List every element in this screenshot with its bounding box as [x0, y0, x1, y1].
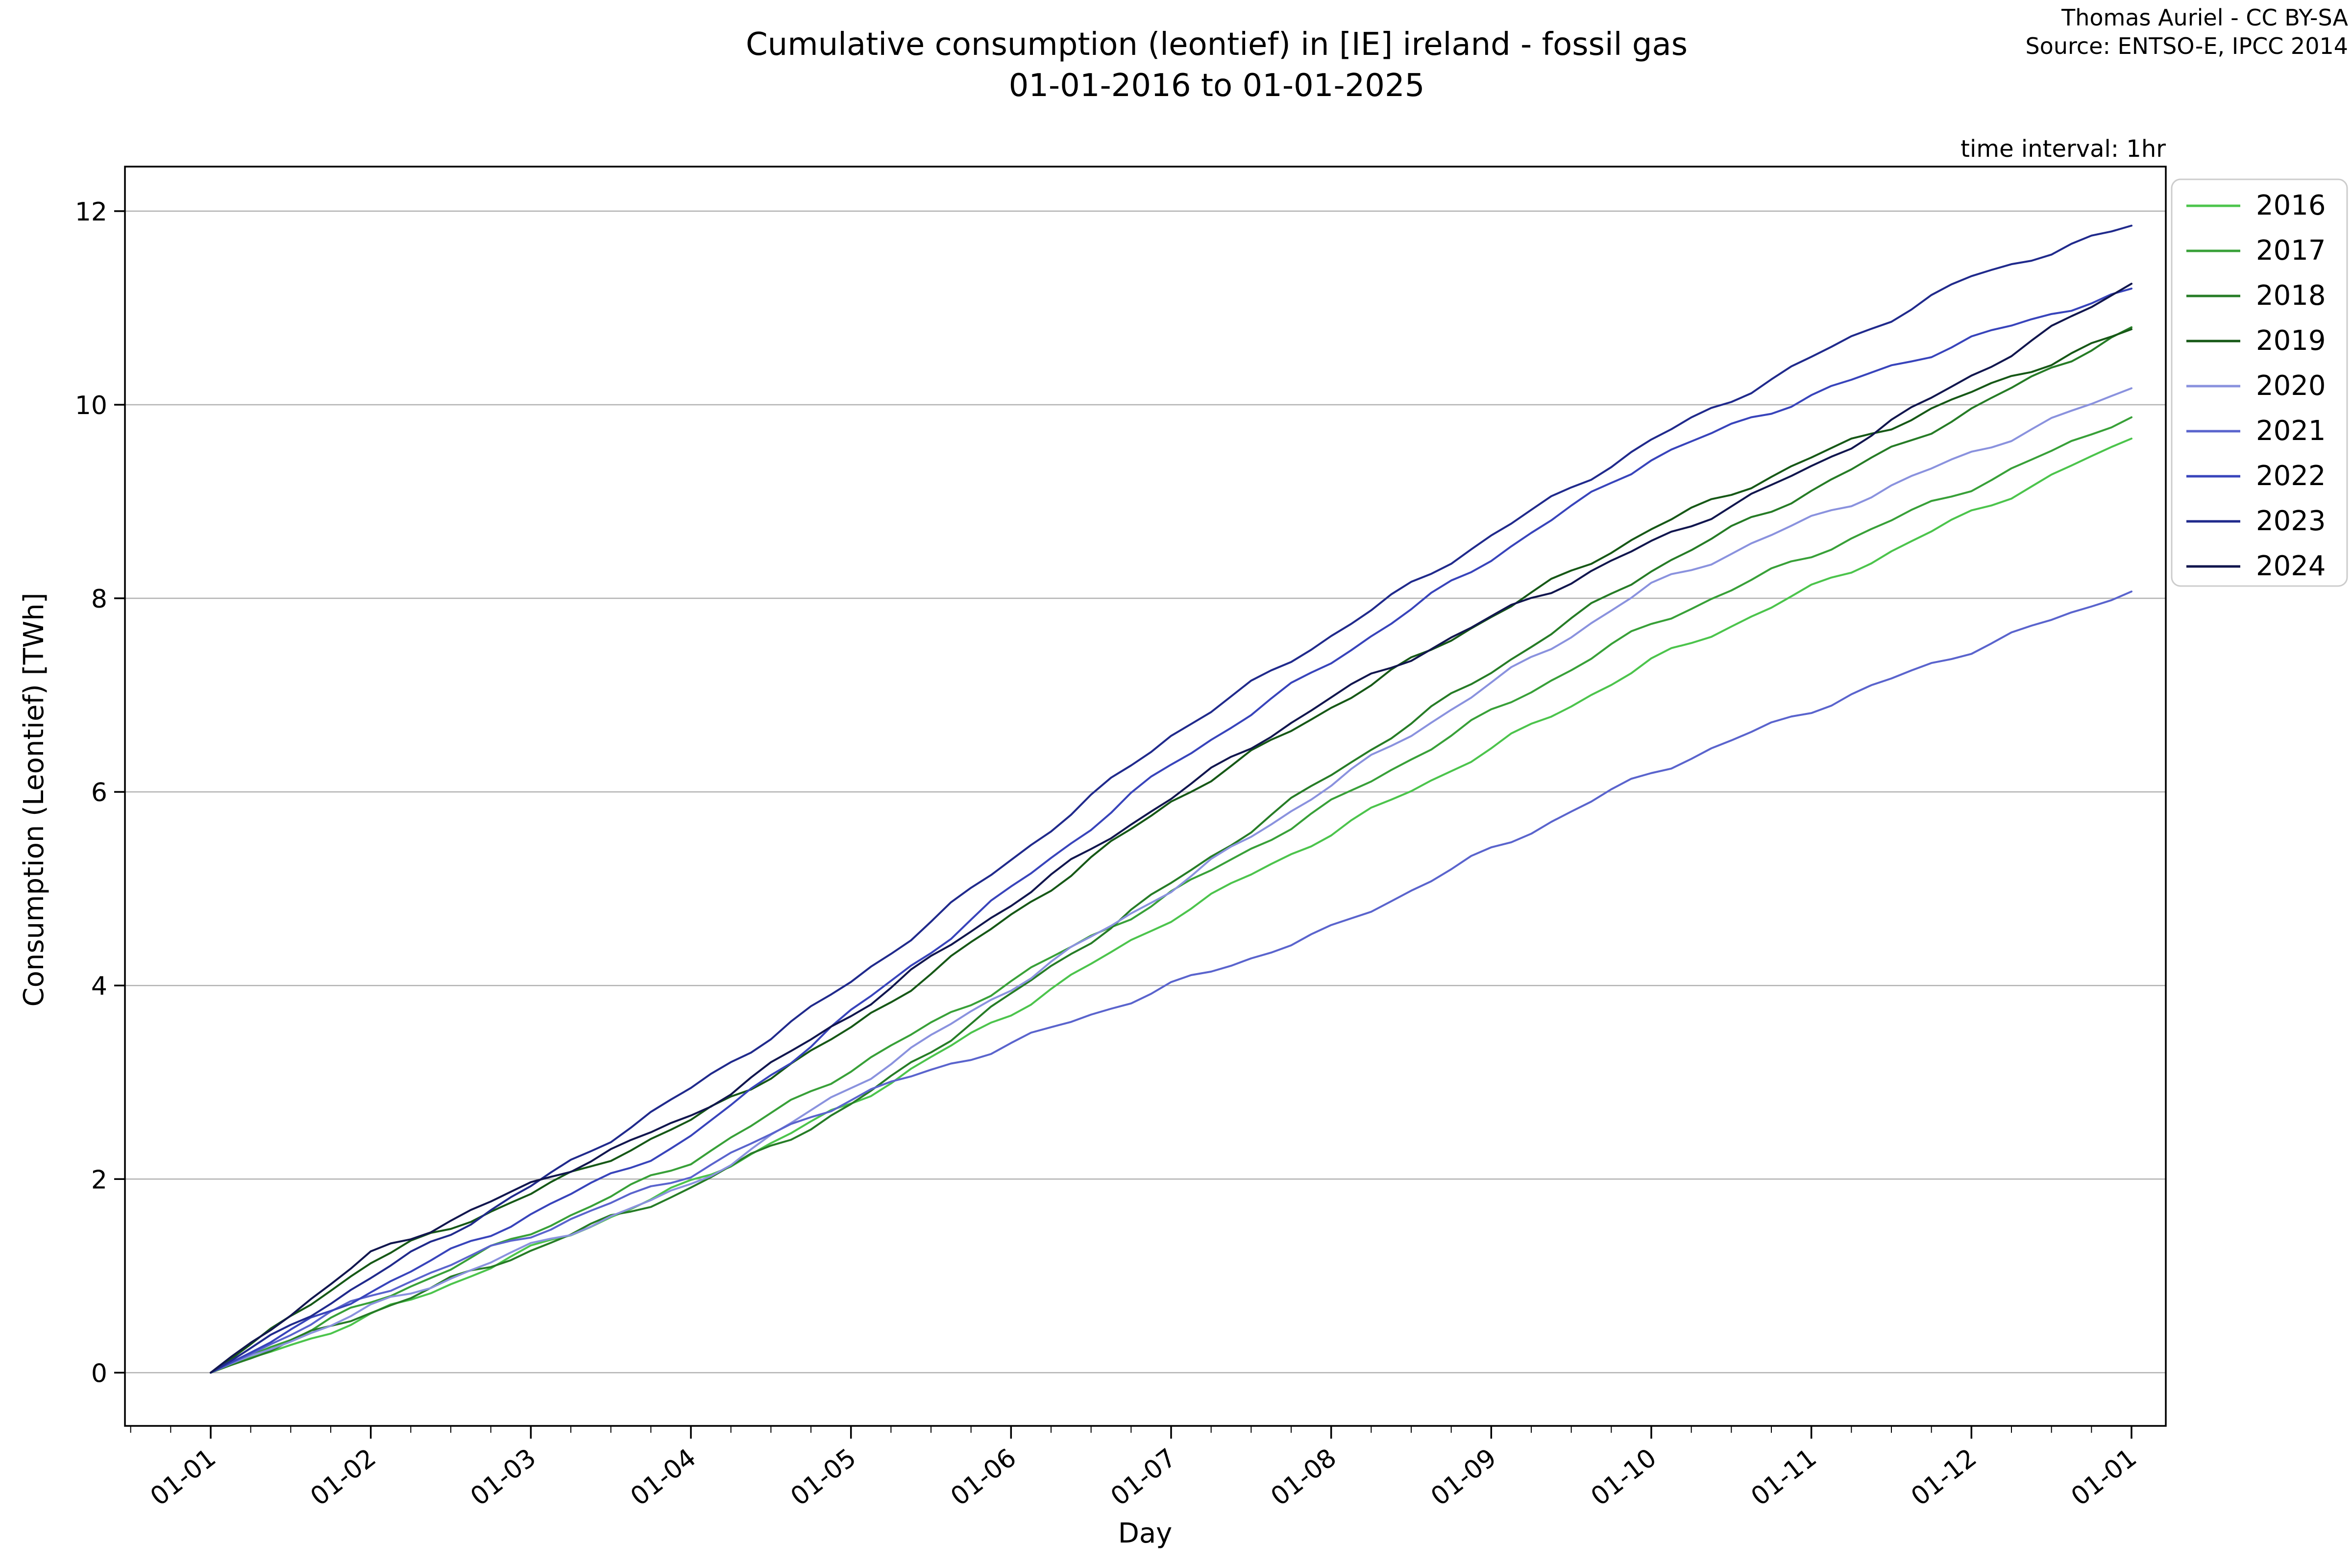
series-lines — [210, 224, 2132, 1374]
axes: 0 2 4 6 8 10 12 01-01 01-02 01-03 01-04 01-05 01-06 0… — [75, 166, 2167, 1512]
y-tick-label-2: 2 — [91, 1165, 107, 1195]
legend-label-2018: 2018 — [2256, 280, 2326, 312]
y-tick-label-4: 4 — [91, 972, 107, 1001]
legend-label-2024: 2024 — [2256, 550, 2326, 582]
x-tick-label-3: 01-04 — [625, 1443, 702, 1512]
legend-label-2017: 2017 — [2256, 235, 2326, 267]
x-tick-label-0: 01-01 — [145, 1443, 221, 1512]
series-line-2022 — [210, 287, 2132, 1374]
attribution-source: Source: ENTSO-E, IPCC 2014 — [2025, 33, 2348, 59]
series-line-2020 — [210, 387, 2132, 1374]
gridlines — [125, 210, 2166, 1373]
series-line-2017 — [210, 416, 2132, 1374]
x-tick-label-7: 01-08 — [1266, 1443, 1342, 1512]
x-tick-label-12: 01-01 — [2066, 1443, 2142, 1512]
series-line-2024 — [210, 283, 2132, 1374]
legend-label-2016: 2016 — [2256, 190, 2326, 221]
legend-label-2020: 2020 — [2256, 370, 2326, 402]
legend-label-2022: 2022 — [2256, 460, 2326, 492]
legend-box — [2171, 178, 2348, 587]
plot-border — [124, 166, 2167, 1427]
x-tick-label-9: 01-10 — [1586, 1443, 1662, 1512]
y-tick-label-0: 0 — [91, 1359, 107, 1388]
legend: 2016 2017 2018 2019 2020 2021 2022 2023 2024 — [2171, 178, 2348, 587]
chart-title-line2: 01-01-2016 to 01-01-2025 — [1009, 68, 1425, 104]
series-line-2021 — [210, 590, 2132, 1374]
series-line-2016 — [210, 438, 2132, 1374]
series-line-2019 — [210, 328, 2132, 1374]
y-tick-label-12: 12 — [75, 197, 107, 227]
legend-label-2021: 2021 — [2256, 415, 2326, 447]
time-interval-note: time interval: 1hr — [1960, 135, 2166, 163]
x-tick-label-11: 01-12 — [1906, 1443, 1982, 1512]
x-tick-label-10: 01-11 — [1746, 1443, 1822, 1512]
series-line-2018 — [210, 326, 2132, 1374]
x-tick-label-6: 01-07 — [1105, 1443, 1182, 1512]
x-tick-label-1: 01-02 — [305, 1443, 382, 1512]
x-axis-label: Day — [1118, 1518, 1173, 1549]
y-tick-label-6: 6 — [91, 778, 107, 808]
x-tick-label-8: 01-09 — [1425, 1443, 1502, 1512]
y-axis-label: Consumption (Leontief) [TWh] — [18, 592, 50, 1006]
legend-label-2019: 2019 — [2256, 325, 2326, 357]
y-tick-label-8: 8 — [91, 585, 107, 614]
chart-title-line1: Cumulative consumption (leontief) in [IE… — [746, 26, 1688, 63]
x-tick-label-4: 01-05 — [785, 1443, 862, 1512]
x-tick-label-5: 01-06 — [945, 1443, 1022, 1512]
y-tick-label-10: 10 — [75, 391, 107, 420]
attribution-author: Thomas Auriel - CC BY-SA — [2061, 4, 2348, 31]
legend-label-2023: 2023 — [2256, 505, 2326, 537]
x-tick-label-2: 01-03 — [465, 1443, 541, 1512]
series-line-2023 — [210, 224, 2132, 1374]
